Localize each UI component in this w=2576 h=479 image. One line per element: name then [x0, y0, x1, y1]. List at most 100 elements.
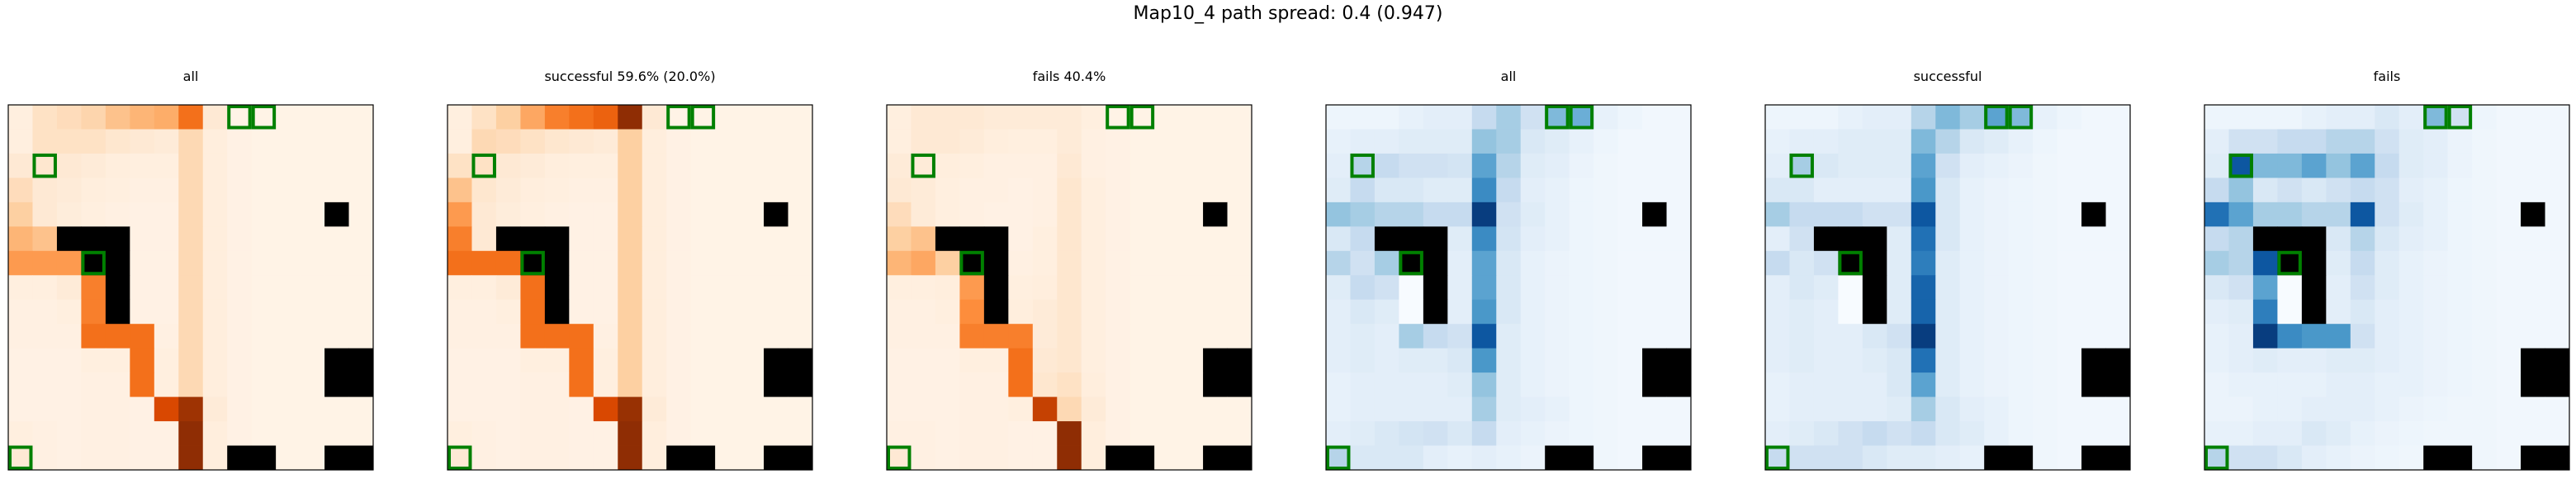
heat-cell: [2496, 396, 2522, 422]
heat-cell: [618, 421, 643, 446]
heat-cell: [593, 348, 618, 373]
heat-cell: [666, 202, 692, 227]
heat-cell: [1057, 226, 1082, 252]
heat-cell: [1765, 275, 1790, 301]
heat-cell: [2252, 372, 2278, 397]
heat-cell: [1813, 178, 1839, 203]
heat-cell: [2521, 250, 2545, 276]
heat-cell: [1008, 178, 1034, 203]
heat-cell: [227, 348, 253, 373]
heat-cell: [2228, 324, 2254, 349]
heat-cell: [2545, 299, 2570, 325]
heat-cell: [2057, 105, 2082, 130]
heat-cell: [2350, 445, 2375, 471]
heat-cell: [1154, 226, 1179, 252]
heat-cell: [1959, 226, 1985, 252]
heat-cell: [569, 153, 594, 178]
heat-cell: [569, 202, 594, 227]
heat-cell: [666, 153, 692, 178]
heat-cell: [2252, 129, 2278, 154]
heat-cell: [1399, 202, 1424, 227]
heat-cell: [1862, 324, 1887, 349]
heat-cell: [1326, 396, 1351, 422]
heat-cell: [1326, 178, 1351, 203]
heat-cell: [642, 129, 667, 154]
heat-cell: [8, 299, 33, 325]
heat-cell: [1057, 129, 1082, 154]
heat-cell: [788, 105, 813, 130]
heat-cell: [2033, 105, 2057, 130]
heat-cell: [2057, 445, 2082, 471]
heat-cell: [130, 202, 155, 227]
heat-cell: [154, 250, 179, 276]
heat-cell: [1374, 153, 1399, 178]
heat-cell: [227, 105, 253, 130]
heat-cell: [1423, 324, 1448, 349]
heat-cell: [1959, 250, 1985, 276]
heat-cell: [300, 129, 325, 154]
heat-cell: [642, 178, 667, 203]
heat-cell: [32, 153, 58, 178]
heat-cell: [2301, 324, 2327, 349]
obstacle-cell: [666, 445, 692, 471]
heat-cell: [1106, 372, 1131, 397]
heat-cell: [81, 202, 107, 227]
heat-cell: [1032, 445, 1058, 471]
heat-cell: [130, 445, 155, 471]
target-marker: [2277, 250, 2302, 276]
heat-cell: [2472, 348, 2497, 373]
heat-cell: [2447, 275, 2473, 301]
heat-cell: [1545, 226, 1570, 252]
heat-cell: [544, 105, 570, 130]
heat-cell: [1887, 178, 1912, 203]
heat-cell: [1129, 105, 1155, 130]
heat-cell: [520, 396, 546, 422]
heat-cell: [154, 445, 179, 471]
heat-cell: [251, 226, 277, 252]
target-marker: [911, 153, 935, 178]
target-marker: [690, 105, 716, 130]
heat-cell: [911, 372, 936, 397]
heat-cell: [1887, 348, 1912, 373]
heat-cell: [2008, 178, 2034, 203]
heat-cell: [1617, 445, 1643, 471]
axes-frame: [1325, 104, 1692, 471]
heat-cell: [1593, 445, 1618, 471]
heat-cell: [154, 396, 179, 422]
heat-cell: [1471, 250, 1497, 276]
heat-cell: [300, 299, 325, 325]
heat-cell: [2033, 396, 2057, 422]
heat-cell: [2521, 129, 2545, 154]
heat-cell: [8, 226, 33, 252]
heat-cell: [2301, 153, 2327, 178]
heat-cell: [1399, 372, 1424, 397]
heat-cell: [1813, 445, 1839, 471]
heat-cell: [1032, 202, 1058, 227]
heat-cell: [2521, 105, 2545, 130]
heat-cell: [1227, 421, 1252, 446]
heat-cell: [471, 250, 497, 276]
heat-cell: [1911, 226, 1936, 252]
heat-cell: [1057, 372, 1082, 397]
heat-cell: [1935, 105, 1961, 130]
heat-cell: [887, 250, 912, 276]
heat-cell: [1496, 299, 1522, 325]
heat-cell: [666, 324, 692, 349]
heat-cell: [348, 299, 374, 325]
heat-cell: [2033, 129, 2057, 154]
heat-cell: [1081, 105, 1106, 130]
heat-cell: [1862, 178, 1887, 203]
heat-cell: [1057, 275, 1082, 301]
heat-cell: [105, 324, 130, 349]
heat-cell: [2447, 421, 2473, 446]
heat-cell: [715, 178, 740, 203]
heat-cell: [642, 396, 667, 422]
heat-cell: [1178, 421, 1204, 446]
heat-cell: [1569, 299, 1594, 325]
heat-cell: [471, 396, 497, 422]
heat-cell: [2375, 275, 2400, 301]
target-marker: [2423, 105, 2448, 130]
obstacle-cell: [2105, 445, 2131, 471]
heat-cell: [2105, 202, 2131, 227]
target-marker: [1765, 445, 1790, 471]
